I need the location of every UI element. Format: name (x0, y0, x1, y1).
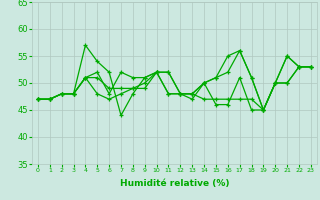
X-axis label: Humidité relative (%): Humidité relative (%) (120, 179, 229, 188)
